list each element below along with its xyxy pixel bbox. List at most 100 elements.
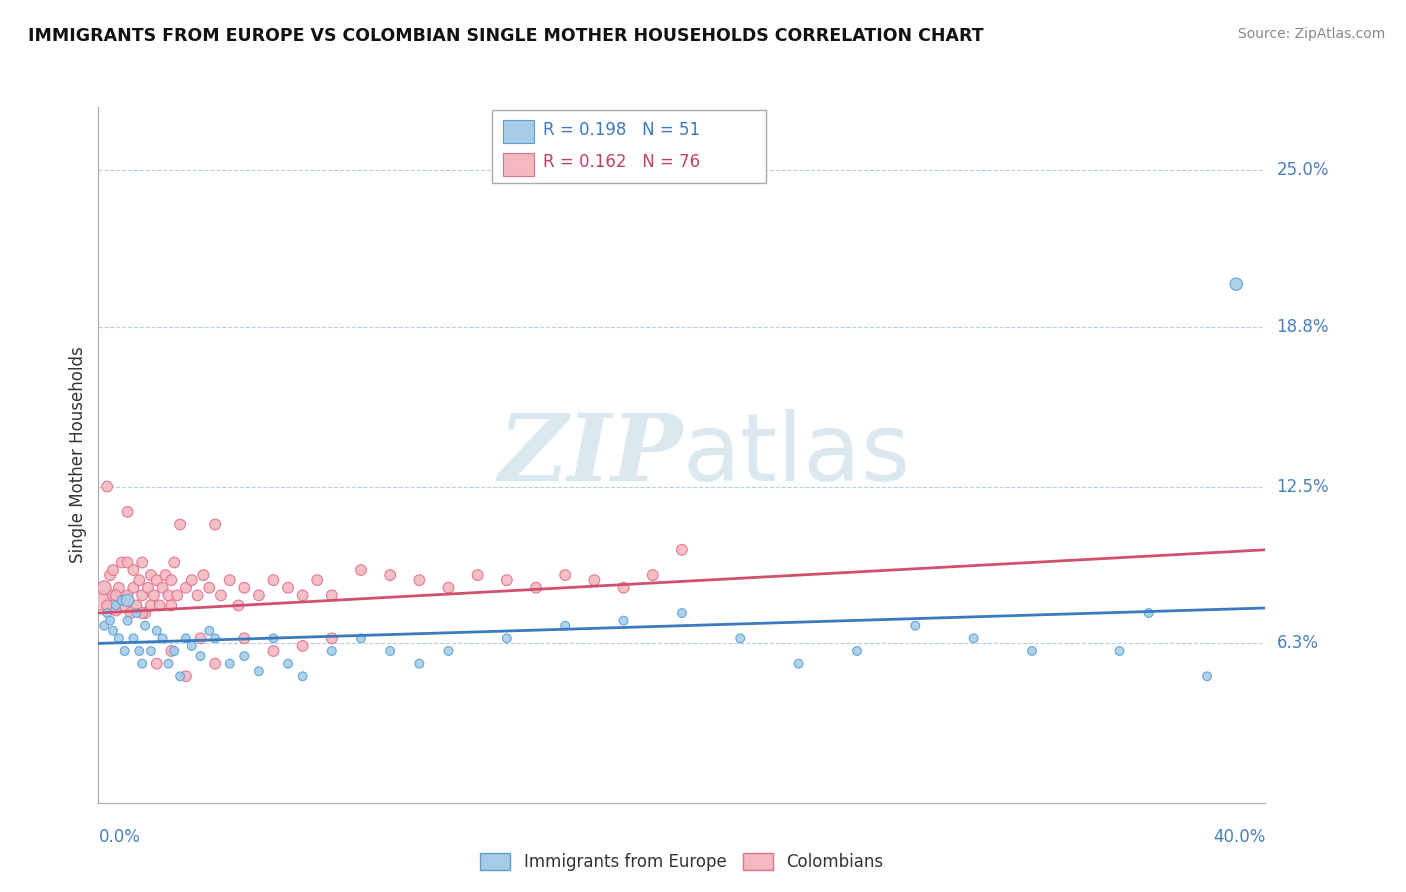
Point (174, 669, 197, 683)
Point (108, 632, 131, 646)
Point (218, 657, 240, 671)
Text: R = 0.162   N = 76: R = 0.162 N = 76 (543, 153, 700, 171)
Point (122, 563, 145, 577)
Point (131, 588, 153, 602)
Point (728, 632, 751, 646)
Point (321, 588, 343, 602)
Point (122, 632, 145, 646)
Point (146, 624, 169, 638)
Point (671, 606, 693, 620)
Point (125, 606, 148, 620)
Point (117, 588, 139, 602)
Point (139, 568, 162, 582)
Text: Source: ZipAtlas.com: Source: ZipAtlas.com (1237, 27, 1385, 41)
Point (174, 581, 197, 595)
Text: atlas: atlas (682, 409, 910, 501)
Point (98, 568, 121, 582)
Point (437, 644, 460, 658)
Point (277, 581, 299, 595)
Point (163, 556, 186, 570)
Point (157, 657, 180, 671)
Point (845, 644, 868, 658)
Point (193, 568, 215, 582)
Point (93, 581, 115, 595)
Text: R = 0.198   N = 51: R = 0.198 N = 51 (543, 121, 700, 139)
Point (104, 603, 127, 617)
Text: ZIP: ZIP (498, 410, 682, 500)
Point (307, 573, 329, 587)
Point (114, 599, 136, 613)
Point (291, 669, 314, 683)
Point (262, 632, 284, 646)
Point (262, 644, 284, 658)
Point (209, 588, 232, 602)
Point (467, 568, 489, 582)
Point (96, 479, 118, 493)
Point (101, 588, 124, 602)
Point (96, 606, 118, 620)
Point (583, 573, 606, 587)
Point (98, 614, 121, 628)
Point (117, 614, 139, 628)
Point (204, 517, 226, 532)
Point (233, 648, 256, 663)
Point (122, 581, 145, 595)
Point (524, 581, 547, 595)
Point (114, 644, 136, 658)
Point (408, 573, 430, 587)
Point (134, 606, 156, 620)
Point (233, 632, 256, 646)
Point (247, 588, 270, 602)
Point (1225, 277, 1247, 292)
Point (108, 581, 131, 595)
Point (131, 657, 153, 671)
Point (157, 588, 180, 602)
Point (152, 581, 174, 595)
Point (101, 624, 124, 638)
Point (554, 568, 576, 582)
Point (101, 563, 124, 577)
Point (228, 599, 250, 613)
Point (160, 573, 183, 587)
Point (262, 573, 284, 587)
Point (117, 593, 139, 607)
Point (641, 568, 664, 582)
Point (117, 505, 139, 519)
Point (134, 618, 156, 632)
Point (169, 517, 191, 532)
Point (190, 632, 212, 646)
Point (198, 624, 221, 638)
Point (128, 573, 150, 587)
Point (149, 599, 172, 613)
Point (187, 588, 209, 602)
Point (111, 593, 134, 607)
Point (1021, 644, 1043, 658)
Point (291, 588, 314, 602)
Point (104, 599, 127, 613)
Point (408, 657, 430, 671)
Point (90, 593, 112, 607)
Text: 40.0%: 40.0% (1213, 828, 1265, 846)
Point (378, 644, 402, 658)
Point (612, 581, 634, 595)
Point (277, 657, 299, 671)
Point (160, 599, 183, 613)
Point (139, 599, 162, 613)
Point (139, 644, 162, 658)
Point (247, 665, 270, 679)
Point (146, 657, 169, 671)
Point (180, 573, 202, 587)
Point (378, 568, 402, 582)
Point (111, 593, 134, 607)
Point (321, 632, 343, 646)
Point (146, 573, 169, 587)
Point (350, 563, 373, 577)
Point (111, 556, 134, 570)
Point (131, 556, 153, 570)
Point (350, 632, 373, 646)
Point (321, 644, 343, 658)
Point (169, 669, 191, 683)
Point (671, 542, 693, 557)
Text: 12.5%: 12.5% (1277, 477, 1329, 496)
Point (904, 618, 927, 632)
